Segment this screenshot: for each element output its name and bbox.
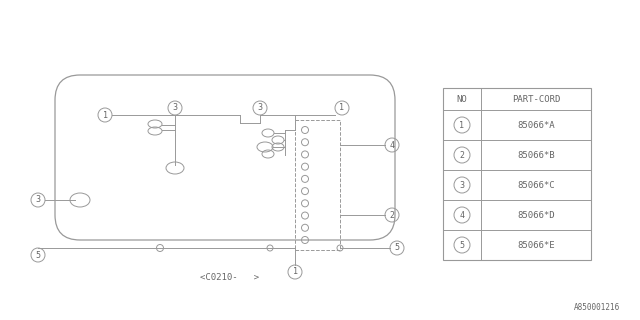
Text: 1: 1 xyxy=(339,103,344,113)
Text: 4: 4 xyxy=(390,140,394,149)
Bar xyxy=(443,88,591,260)
Text: 5: 5 xyxy=(35,251,40,260)
Text: PART-CORD: PART-CORD xyxy=(512,94,560,103)
Text: 2: 2 xyxy=(460,150,465,159)
Text: 1: 1 xyxy=(292,268,298,276)
Text: 5: 5 xyxy=(460,241,465,250)
Text: 3: 3 xyxy=(257,103,262,113)
Text: 3: 3 xyxy=(35,196,40,204)
Text: 85066*B: 85066*B xyxy=(517,150,555,159)
Text: 85066*C: 85066*C xyxy=(517,180,555,189)
Text: 85066*E: 85066*E xyxy=(517,241,555,250)
Text: 85066*A: 85066*A xyxy=(517,121,555,130)
Text: 4: 4 xyxy=(460,211,465,220)
Text: 2: 2 xyxy=(390,211,394,220)
Text: 1: 1 xyxy=(460,121,465,130)
Text: A850001216: A850001216 xyxy=(573,303,620,313)
Bar xyxy=(295,120,340,250)
Text: 85066*D: 85066*D xyxy=(517,211,555,220)
Text: 3: 3 xyxy=(460,180,465,189)
Text: 5: 5 xyxy=(394,244,399,252)
Text: NO: NO xyxy=(456,94,467,103)
Text: <C0210-   >: <C0210- > xyxy=(200,274,260,283)
Text: 3: 3 xyxy=(173,103,177,113)
Text: 1: 1 xyxy=(102,110,108,119)
